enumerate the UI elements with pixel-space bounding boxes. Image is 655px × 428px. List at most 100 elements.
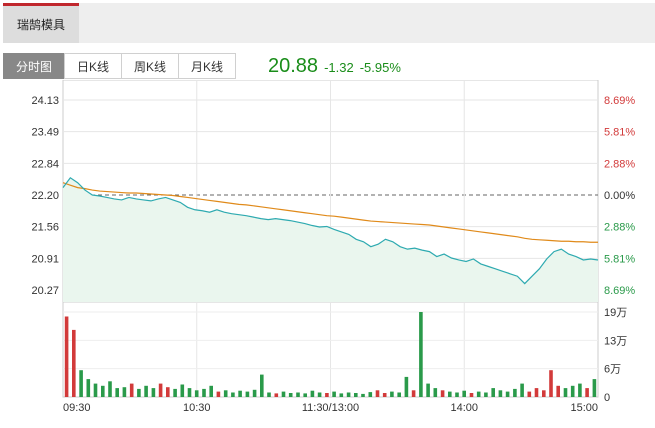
volume-bar	[556, 385, 560, 397]
price-change-percent: -5.95%	[359, 60, 401, 75]
volume-bar	[455, 392, 459, 397]
volume-bar	[245, 391, 250, 397]
volume-bar	[144, 385, 148, 397]
volume-bar	[491, 388, 495, 397]
volume-bar	[585, 388, 589, 397]
volume-bar	[484, 392, 488, 397]
volume-bar	[64, 316, 69, 397]
percent-tick-label: 2.88%	[604, 222, 635, 234]
percent-tick-label: 0.00%	[604, 190, 635, 202]
volume-bar	[194, 390, 199, 397]
volume-tick-label: 13万	[604, 335, 627, 347]
average-price-line	[62, 182, 598, 243]
percent-tick-label: 8.69%	[604, 285, 635, 297]
volume-bar	[462, 390, 466, 397]
volume-bar	[361, 393, 365, 397]
time-tick-label: 15:00	[570, 402, 598, 414]
volume-bar	[281, 391, 286, 397]
volume-bar	[216, 391, 221, 397]
volume-bar	[346, 392, 351, 397]
volume-bar	[397, 392, 401, 397]
volume-bar	[542, 390, 546, 397]
volume-bar	[115, 388, 119, 397]
volume-bar	[180, 384, 185, 397]
volume-bar	[122, 387, 127, 397]
price-tick-label: 20.91	[31, 253, 59, 265]
volume-bar	[72, 329, 76, 397]
volume-bar	[108, 381, 112, 397]
chart-tabs: 分时图 日K线 周K线 月K线	[3, 53, 237, 79]
volume-bar	[354, 393, 358, 397]
tab-intraday[interactable]: 分时图	[3, 53, 66, 79]
volume-bar	[549, 370, 553, 397]
volume-bar	[137, 388, 141, 397]
volume-bar	[469, 393, 474, 397]
volume-bar	[520, 383, 524, 397]
volume-bar	[202, 388, 206, 397]
chart-lines	[62, 176, 599, 285]
time-tick-label: 14:00	[450, 402, 478, 414]
price-tick-label: 20.27	[31, 285, 59, 297]
percent-tick-label: 5.81%	[604, 253, 635, 265]
price-tick-label: 21.56	[31, 222, 59, 234]
price-line	[62, 176, 599, 285]
price-tick-label: 22.20	[31, 190, 59, 202]
volume-bar	[404, 376, 409, 397]
price-change: -1.32	[324, 60, 354, 75]
volume-bar	[433, 388, 438, 397]
title-bar: 瑞鹄模具	[3, 3, 655, 43]
volume-bar	[440, 390, 445, 397]
tab-daily-k[interactable]: 日K线	[64, 53, 123, 79]
volume-bars	[64, 312, 597, 397]
volume-bar	[93, 383, 98, 397]
intraday-chart[interactable]: 24.13 8.69% 23.49 5.81% 22.84 2.88% 22.20 0.00%…	[0, 80, 655, 428]
quote-summary: 20.88 -1.32 -5.95%	[268, 53, 407, 79]
volume-bar	[476, 391, 481, 397]
volume-bar	[296, 392, 300, 397]
price-area-fill	[63, 177, 598, 302]
price-tick-label: 23.49	[31, 127, 59, 139]
volume-bar	[166, 387, 170, 397]
stock-name-tab[interactable]: 瑞鹄模具	[3, 3, 79, 43]
volume-bar	[274, 393, 279, 397]
volume-bar	[79, 370, 83, 397]
volume-tick-label: 0	[604, 392, 610, 404]
volume-tick-label: 6万	[604, 364, 621, 376]
time-tick-label: 09:30	[63, 402, 91, 414]
volume-bar	[426, 383, 430, 397]
volume-bar	[570, 385, 575, 397]
volume-bar	[223, 390, 228, 397]
tab-weekly-k[interactable]: 周K线	[121, 53, 180, 79]
time-tick-label: 11:30/13:00	[302, 402, 359, 414]
volume-bar	[513, 388, 517, 397]
volume-bar	[527, 391, 532, 397]
volume-bar	[267, 392, 271, 397]
volume-bar	[375, 390, 380, 397]
price-tick-label: 24.13	[31, 95, 59, 107]
volume-bar	[288, 393, 293, 397]
volume-bar	[303, 393, 307, 397]
volume-bar	[310, 390, 315, 397]
volume-bar	[260, 374, 264, 397]
volume-bar	[448, 391, 452, 397]
volume-bar	[534, 388, 539, 397]
volume-bar	[187, 388, 192, 397]
price-tick-label: 22.84	[31, 158, 59, 170]
percent-tick-label: 8.69%	[604, 95, 635, 107]
volume-bar	[498, 390, 503, 397]
volume-bar	[339, 393, 344, 397]
volume-bar	[158, 383, 163, 397]
volume-bar	[368, 392, 373, 397]
volume-bar	[86, 379, 91, 397]
volume-bar	[209, 385, 213, 397]
volume-bar	[252, 389, 257, 397]
volume-bar	[151, 388, 156, 397]
volume-bar	[238, 390, 242, 397]
volume-bar	[317, 392, 322, 397]
volume-bar	[382, 393, 387, 397]
volume-bar	[332, 391, 336, 397]
percent-tick-label: 5.81%	[604, 127, 635, 139]
tab-monthly-k[interactable]: 月K线	[178, 53, 237, 79]
percent-tick-label: 2.88%	[604, 158, 635, 170]
volume-bar	[411, 390, 416, 397]
